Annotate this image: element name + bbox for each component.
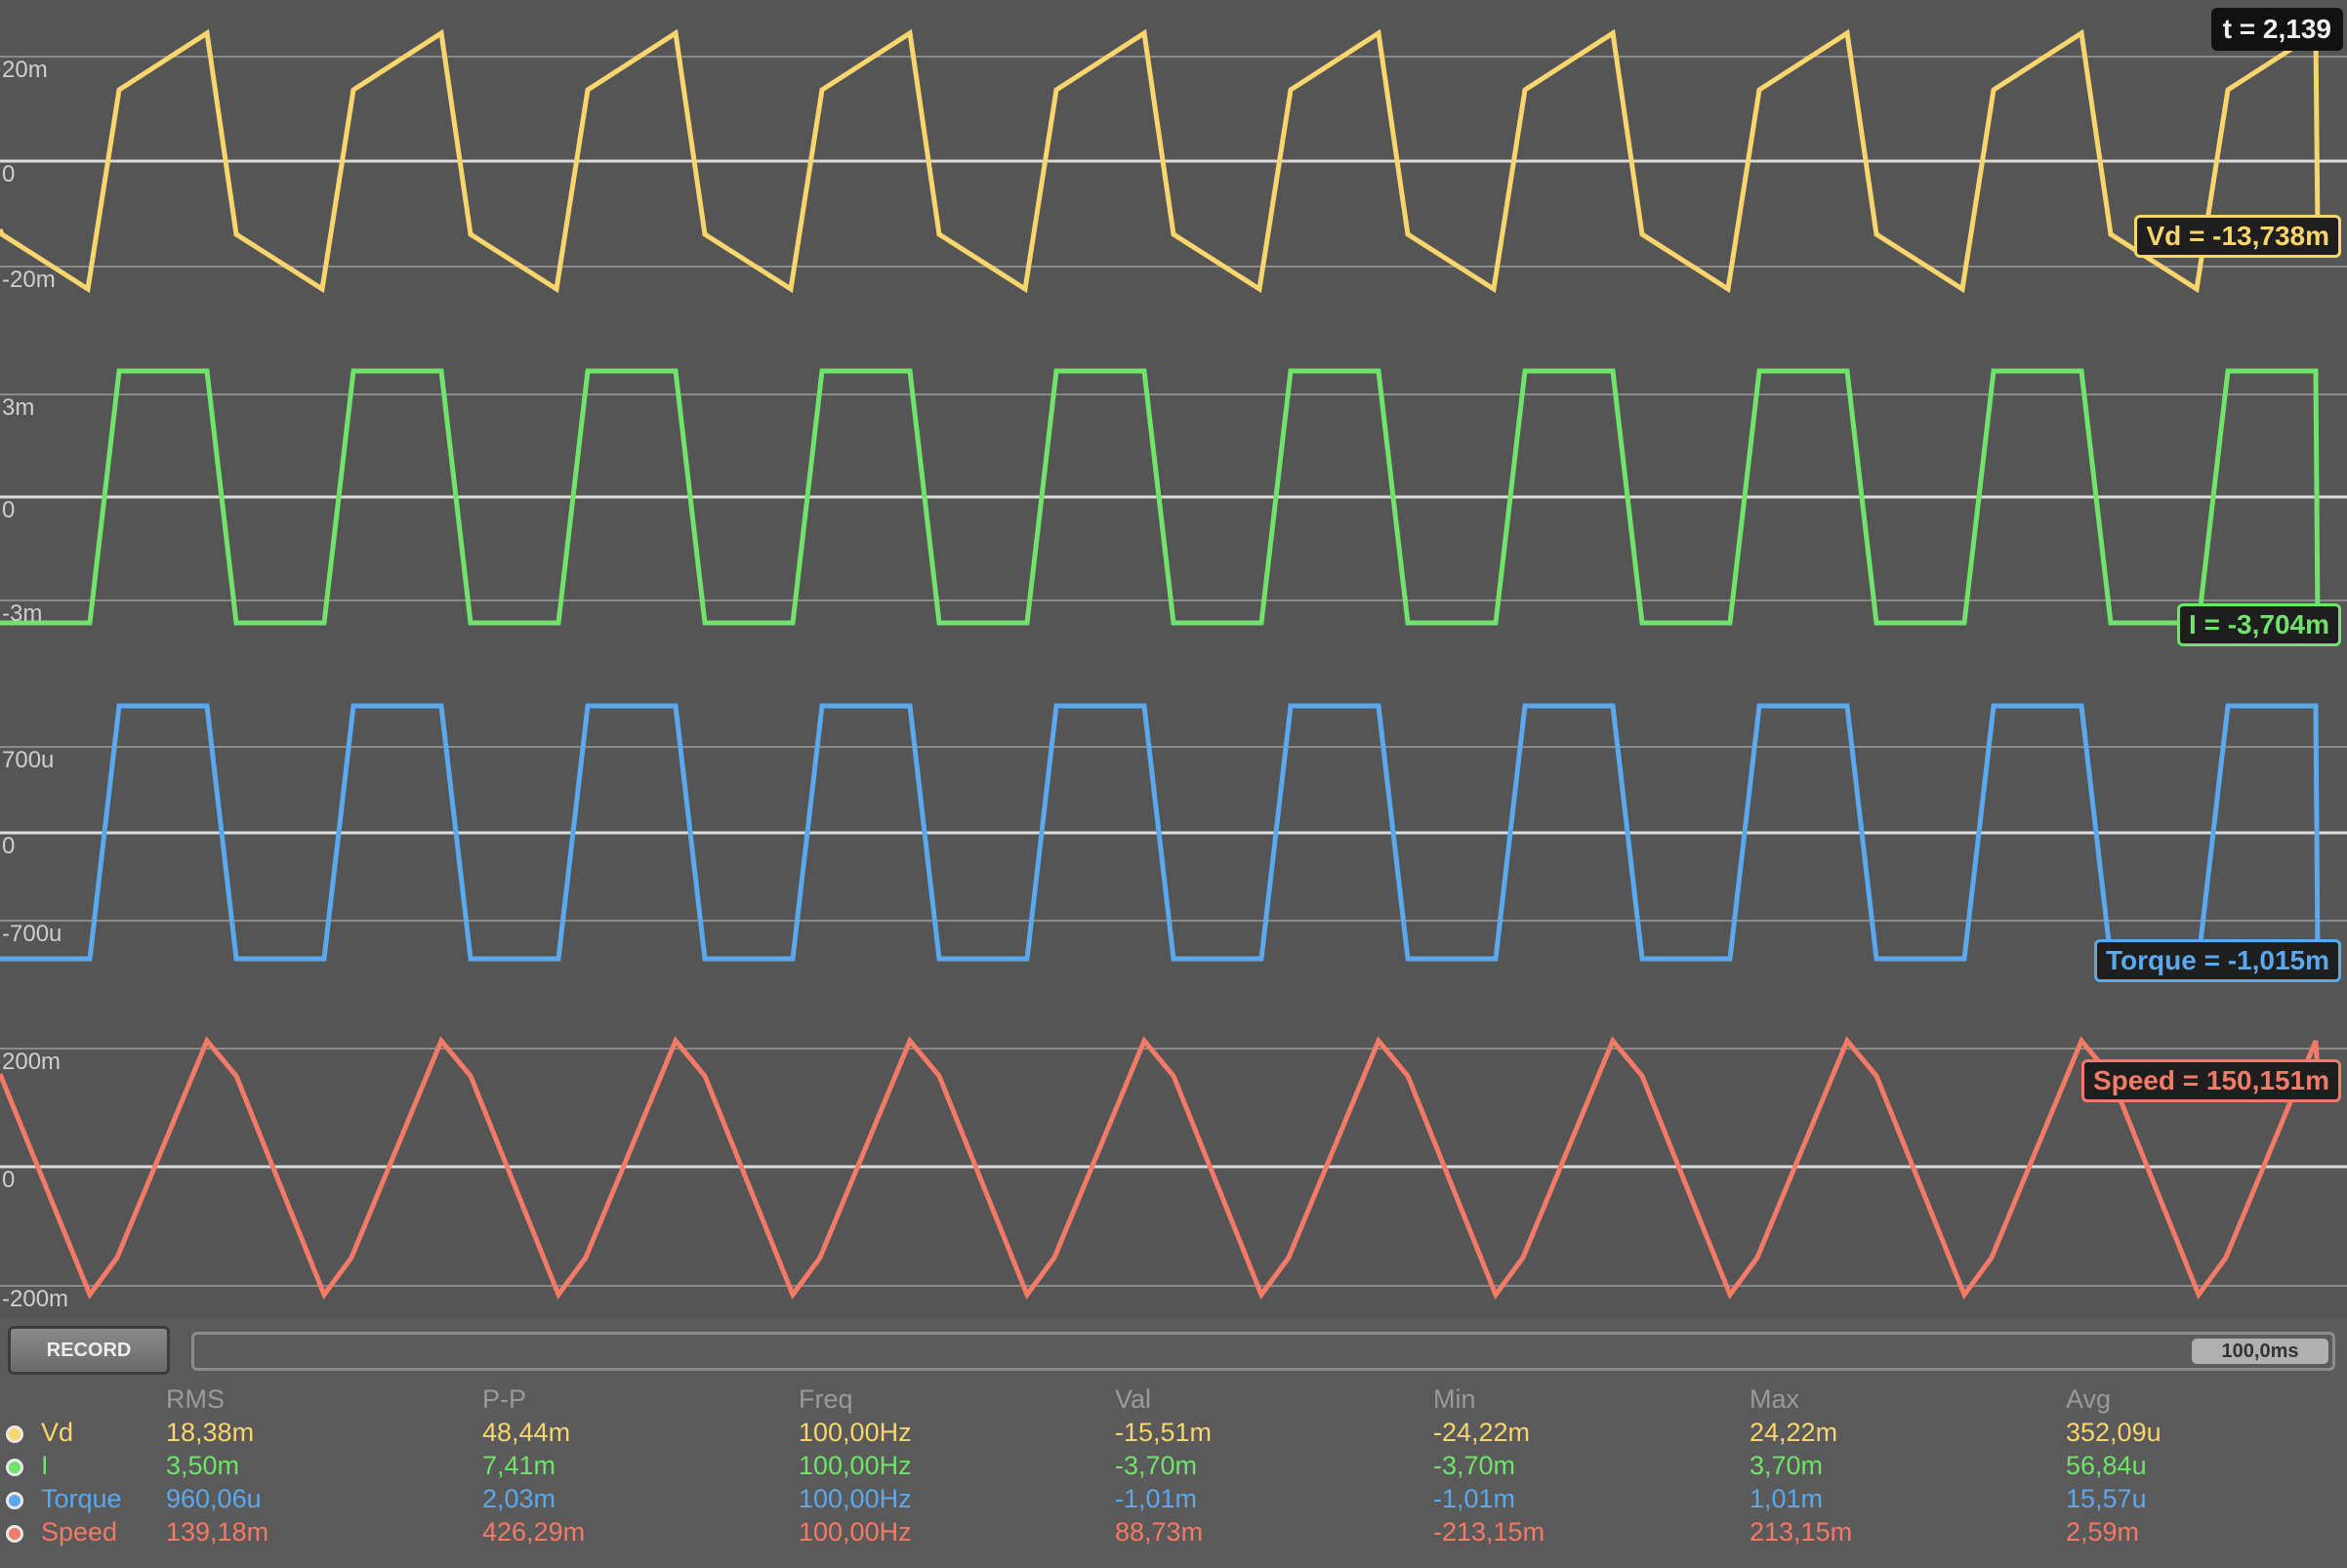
stat-value: -1,01m bbox=[1433, 1484, 1516, 1513]
cursor-readout-torque: Torque = -1,015m bbox=[2093, 939, 2341, 982]
stat-value: 15,57u bbox=[2066, 1484, 2147, 1513]
column-header: RMS bbox=[166, 1384, 225, 1414]
channel-name: I bbox=[41, 1451, 49, 1480]
measurement-row: Speed 139,18m 426,29m 100,00Hz 88,73m -213,15… bbox=[0, 1517, 2347, 1550]
waveform-i bbox=[0, 368, 2321, 626]
axis-label-torque: 0 bbox=[2, 833, 16, 859]
measurement-row: Torque 960,06u 2,03m 100,00Hz -1,01m -1,01m 1,… bbox=[0, 1484, 2347, 1517]
measurement-row: I 3,50m 7,41m 100,00Hz -3,70m -3,70m 3,70m 56,8… bbox=[0, 1451, 2347, 1484]
stat-value: 24,22m bbox=[1750, 1418, 1838, 1447]
stat-value: -3,70m bbox=[1115, 1451, 1198, 1480]
axis-label-torque: 700u bbox=[2, 747, 55, 773]
channel-toggle-torque[interactable] bbox=[6, 1492, 23, 1509]
cursor-readout-vd: Vd = -13,738m bbox=[2134, 215, 2341, 258]
measurement-row: Vd 18,38m 48,44m 100,00Hz -15,51m -24,22m 24,2… bbox=[0, 1418, 2347, 1451]
channel-toggle-i[interactable] bbox=[6, 1459, 23, 1476]
control-panel: RECORD 100,0ms RMS P-P Freq Val Min Max Avg Vd 1… bbox=[0, 1318, 2347, 1568]
channel-toggle-vd[interactable] bbox=[6, 1425, 23, 1443]
column-header: Min bbox=[1433, 1384, 1476, 1414]
stat-value: 352,09u bbox=[2066, 1418, 2162, 1447]
stat-value: -15,51m bbox=[1115, 1418, 1213, 1447]
stat-value: 2,03m bbox=[482, 1484, 556, 1513]
waveform-canvas bbox=[0, 28, 2347, 1300]
stat-value: 3,50m bbox=[166, 1451, 240, 1480]
axis-label-speed: -200m bbox=[2, 1286, 69, 1312]
waveform-vd bbox=[0, 28, 2321, 294]
stat-value: -1,01m bbox=[1115, 1484, 1198, 1513]
stat-value: 7,41m bbox=[482, 1451, 556, 1480]
time-readout: t = 2,139 bbox=[2210, 8, 2343, 51]
stat-value: 3,70m bbox=[1750, 1451, 1824, 1480]
axis-label-vd: -20m bbox=[2, 267, 56, 293]
channel-name: Vd bbox=[41, 1418, 74, 1447]
stat-value: 56,84u bbox=[2066, 1451, 2147, 1480]
timebase-thumb[interactable]: 100,0ms bbox=[2192, 1339, 2328, 1364]
stat-value: -3,70m bbox=[1433, 1451, 1516, 1480]
column-header: P-P bbox=[482, 1384, 527, 1414]
cursor-readout-speed: Speed = 150,151m bbox=[2080, 1059, 2341, 1102]
column-header: Avg bbox=[2066, 1384, 2112, 1414]
stat-value: -213,15m bbox=[1433, 1517, 1545, 1547]
stat-value: 1,01m bbox=[1750, 1484, 1824, 1513]
stat-value: 48,44m bbox=[482, 1418, 571, 1447]
record-button[interactable]: RECORD bbox=[8, 1326, 170, 1375]
column-header: Val bbox=[1115, 1384, 1152, 1414]
waveform-speed bbox=[0, 1036, 2321, 1300]
stat-value: 100,00Hz bbox=[799, 1484, 912, 1513]
column-header: Max bbox=[1750, 1384, 1800, 1414]
stat-value: -24,22m bbox=[1433, 1418, 1531, 1447]
axis-label-speed: 0 bbox=[2, 1167, 16, 1193]
axis-label-i: 3m bbox=[2, 394, 35, 421]
axis-label-speed: 200m bbox=[2, 1049, 62, 1075]
stat-value: 139,18m bbox=[166, 1517, 269, 1547]
channel-name: Speed bbox=[41, 1517, 118, 1547]
timeline-scrollbar[interactable]: 100,0ms bbox=[191, 1332, 2335, 1371]
stat-value: 88,73m bbox=[1115, 1517, 1204, 1547]
stat-value: 100,00Hz bbox=[799, 1451, 912, 1480]
cursor-readout-i: I = -3,704m bbox=[2177, 603, 2341, 646]
waveform-torque bbox=[0, 703, 2321, 962]
stat-value: 2,59m bbox=[2066, 1517, 2140, 1547]
stat-value: 100,00Hz bbox=[799, 1418, 912, 1447]
stat-value: 213,15m bbox=[1750, 1517, 1853, 1547]
channel-toggle-speed[interactable] bbox=[6, 1525, 23, 1543]
column-header: Freq bbox=[799, 1384, 853, 1414]
axis-label-i: 0 bbox=[2, 497, 16, 523]
stat-value: 426,29m bbox=[482, 1517, 586, 1547]
scope-display[interactable]: t = 2,139 20m 0 -20m Vd = -13,738m 3m 0 -3m I =… bbox=[0, 0, 2347, 1318]
axis-label-vd: 20m bbox=[2, 57, 48, 83]
axis-label-vd: 0 bbox=[2, 161, 16, 187]
axis-label-torque: -700u bbox=[2, 921, 62, 947]
stat-value: 960,06u bbox=[166, 1484, 262, 1513]
stat-value: 18,38m bbox=[166, 1418, 255, 1447]
stat-value: 100,00Hz bbox=[799, 1517, 912, 1547]
channel-name: Torque bbox=[41, 1484, 122, 1513]
axis-label-i: -3m bbox=[2, 600, 43, 627]
